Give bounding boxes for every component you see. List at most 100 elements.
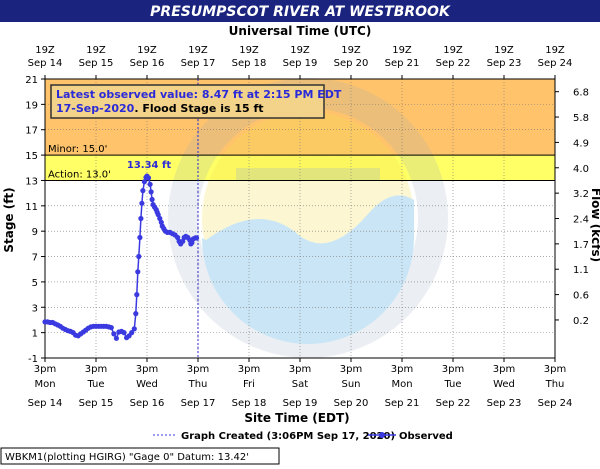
bottom-tick-label-day: Thu — [188, 379, 208, 390]
observed-point — [193, 235, 200, 241]
info-latest-value: Latest observed value: 8.47 ft at 2:15 P… — [56, 88, 342, 101]
observed-point — [133, 311, 139, 317]
bottom-tick-label-time: 3pm — [442, 364, 464, 375]
top-tick-label-hour: 19Z — [239, 45, 259, 56]
noaa-logo-watermark — [168, 78, 448, 358]
top-tick-label-date: Sep 15 — [79, 58, 114, 69]
bottom-axis: 3pm Mon Sep 14 3pm Tue Sep 15 3pm Wed Sep 16 3pm T… — [28, 358, 573, 409]
top-axis: 19Z Sep 14 19Z Sep 15 19Z Sep 16 19Z Sep 17 19Z S… — [28, 45, 572, 79]
y-tick-label: 21 — [25, 75, 38, 86]
y-tick-label: 11 — [25, 202, 38, 213]
bottom-tick-label-date: Sep 15 — [79, 398, 114, 409]
y-tick-label: 15 — [25, 151, 38, 162]
threshold-lines: Minor: 15.0' Action: 13.0' — [45, 144, 555, 181]
legend-observed-label: Observed — [399, 431, 453, 442]
top-axis-title: Universal Time (UTC) — [229, 24, 372, 38]
top-tick-label-date: Sep 17 — [181, 58, 216, 69]
bottom-tick-label-time: 3pm — [85, 364, 107, 375]
top-tick-label-hour: 19Z — [188, 45, 208, 56]
observed-point — [141, 179, 147, 185]
observed-point — [108, 325, 114, 331]
bottom-tick-label-day: Sat — [292, 379, 308, 390]
legend-created-label: Graph Created (3:06PM Sep 17, 2020) — [181, 431, 395, 442]
observed-point — [134, 292, 140, 298]
y2-tick-label: 1.7 — [573, 240, 589, 251]
y2-tick-label: 4.9 — [573, 138, 589, 149]
threshold-label: Action: 13.0' — [48, 169, 111, 180]
bottom-tick-label-time: 3pm — [289, 364, 311, 375]
observed-point — [121, 330, 127, 336]
top-tick-label-hour: 19Z — [341, 45, 361, 56]
threshold-label: Minor: 15.0' — [48, 144, 107, 155]
chart-title: PRESUMPSCOT RIVER AT WESTBROOK — [150, 4, 451, 20]
bottom-tick-label-day: Tue — [86, 379, 104, 390]
footer: WBKM1(plotting HGIRG) "Gage 0" Datum: 13… — [0, 447, 280, 465]
x-axis-title: Site Time (EDT) — [244, 411, 349, 425]
top-tick-label-hour: 19Z — [290, 45, 310, 56]
top-tick-label-date: Sep 19 — [283, 58, 318, 69]
bottom-tick-label-date: Sep 14 — [28, 398, 63, 409]
observed-point — [129, 330, 135, 336]
top-tick-label-date: Sep 16 — [130, 58, 165, 69]
right-axis: 0.2 0.6 1.1 1.7 2.4 3.2 4.0 4.9 5.8 6.8 — [555, 88, 589, 327]
bottom-tick-label-day: Sun — [341, 379, 360, 390]
bottom-tick-label-time: 3pm — [340, 364, 362, 375]
title-bar — [0, 0, 600, 22]
observed-point — [137, 234, 143, 241]
y2-tick-label: 0.2 — [573, 316, 589, 327]
top-tick-label-date: Sep 21 — [385, 58, 420, 69]
top-tick-label-date: Sep 22 — [436, 58, 471, 69]
top-tick-label-hour: 19Z — [137, 45, 157, 56]
y-tick-label: 3 — [32, 303, 38, 314]
bottom-tick-label-day: Tue — [443, 379, 461, 390]
observed-point — [139, 200, 145, 206]
bottom-tick-label-date: Sep 24 — [538, 398, 573, 409]
y-tick-label: 17 — [25, 126, 38, 137]
top-tick-label-hour: 19Z — [545, 45, 565, 56]
observed-point — [138, 215, 144, 222]
legend-observed-marker — [379, 432, 385, 438]
y-axis-title: Stage (ft) — [2, 187, 16, 252]
bottom-tick-label-date: Sep 16 — [130, 398, 165, 409]
observed-point — [147, 181, 153, 187]
bottom-tick-label-day: Thu — [545, 379, 565, 390]
bottom-tick-label-time: 3pm — [493, 364, 515, 375]
observed-point — [145, 175, 152, 181]
bottom-tick-label-time: 3pm — [187, 364, 209, 375]
top-tick-label-date: Sep 20 — [334, 58, 369, 69]
y2-tick-label: 1.1 — [573, 265, 589, 276]
bottom-tick-label-time: 3pm — [238, 364, 260, 375]
bottom-tick-label-day: Wed — [136, 379, 158, 390]
y-tick-label: 19 — [25, 100, 38, 111]
top-tick-label-date: Sep 14 — [28, 58, 63, 69]
top-tick-label-hour: 19Z — [392, 45, 412, 56]
bottom-tick-label-time: 3pm — [34, 364, 56, 375]
y-tick-label: 7 — [32, 253, 38, 264]
y2-tick-label: 4.0 — [573, 164, 589, 175]
top-tick-label-hour: 19Z — [443, 45, 463, 56]
top-tick-label-date: Sep 23 — [487, 58, 522, 69]
bottom-tick-label-day: Fri — [243, 379, 255, 390]
observed-point — [140, 188, 146, 194]
info-box: Latest observed value: 8.47 ft at 2:15 P… — [50, 84, 342, 119]
y2-tick-label: 0.6 — [573, 291, 589, 302]
bottom-tick-label-day: Mon — [391, 379, 412, 390]
observed-point — [136, 253, 142, 260]
footer-datum: WBKM1(plotting HGIRG) "Gage 0" Datum: 13… — [5, 452, 249, 463]
top-tick-label-hour: 19Z — [35, 45, 55, 56]
band-minor — [45, 155, 555, 181]
bottom-tick-label-date: Sep 20 — [334, 398, 369, 409]
bottom-tick-label-date: Sep 22 — [436, 398, 471, 409]
bottom-tick-label-date: Sep 17 — [181, 398, 216, 409]
info-flood-stage: 17-Sep-2020. Flood Stage is 15 ft — [56, 102, 264, 115]
bottom-tick-label-time: 3pm — [391, 364, 413, 375]
bottom-tick-label-date: Sep 21 — [385, 398, 420, 409]
y-tick-label: 13 — [25, 176, 38, 187]
observed-point — [135, 269, 141, 275]
info-flood-text: . Flood Stage is 15 ft — [134, 102, 263, 115]
bottom-tick-label-date: Sep 18 — [232, 398, 267, 409]
bottom-tick-label-date: Sep 19 — [283, 398, 318, 409]
peak-annotation: 13.34 ft — [127, 160, 171, 171]
